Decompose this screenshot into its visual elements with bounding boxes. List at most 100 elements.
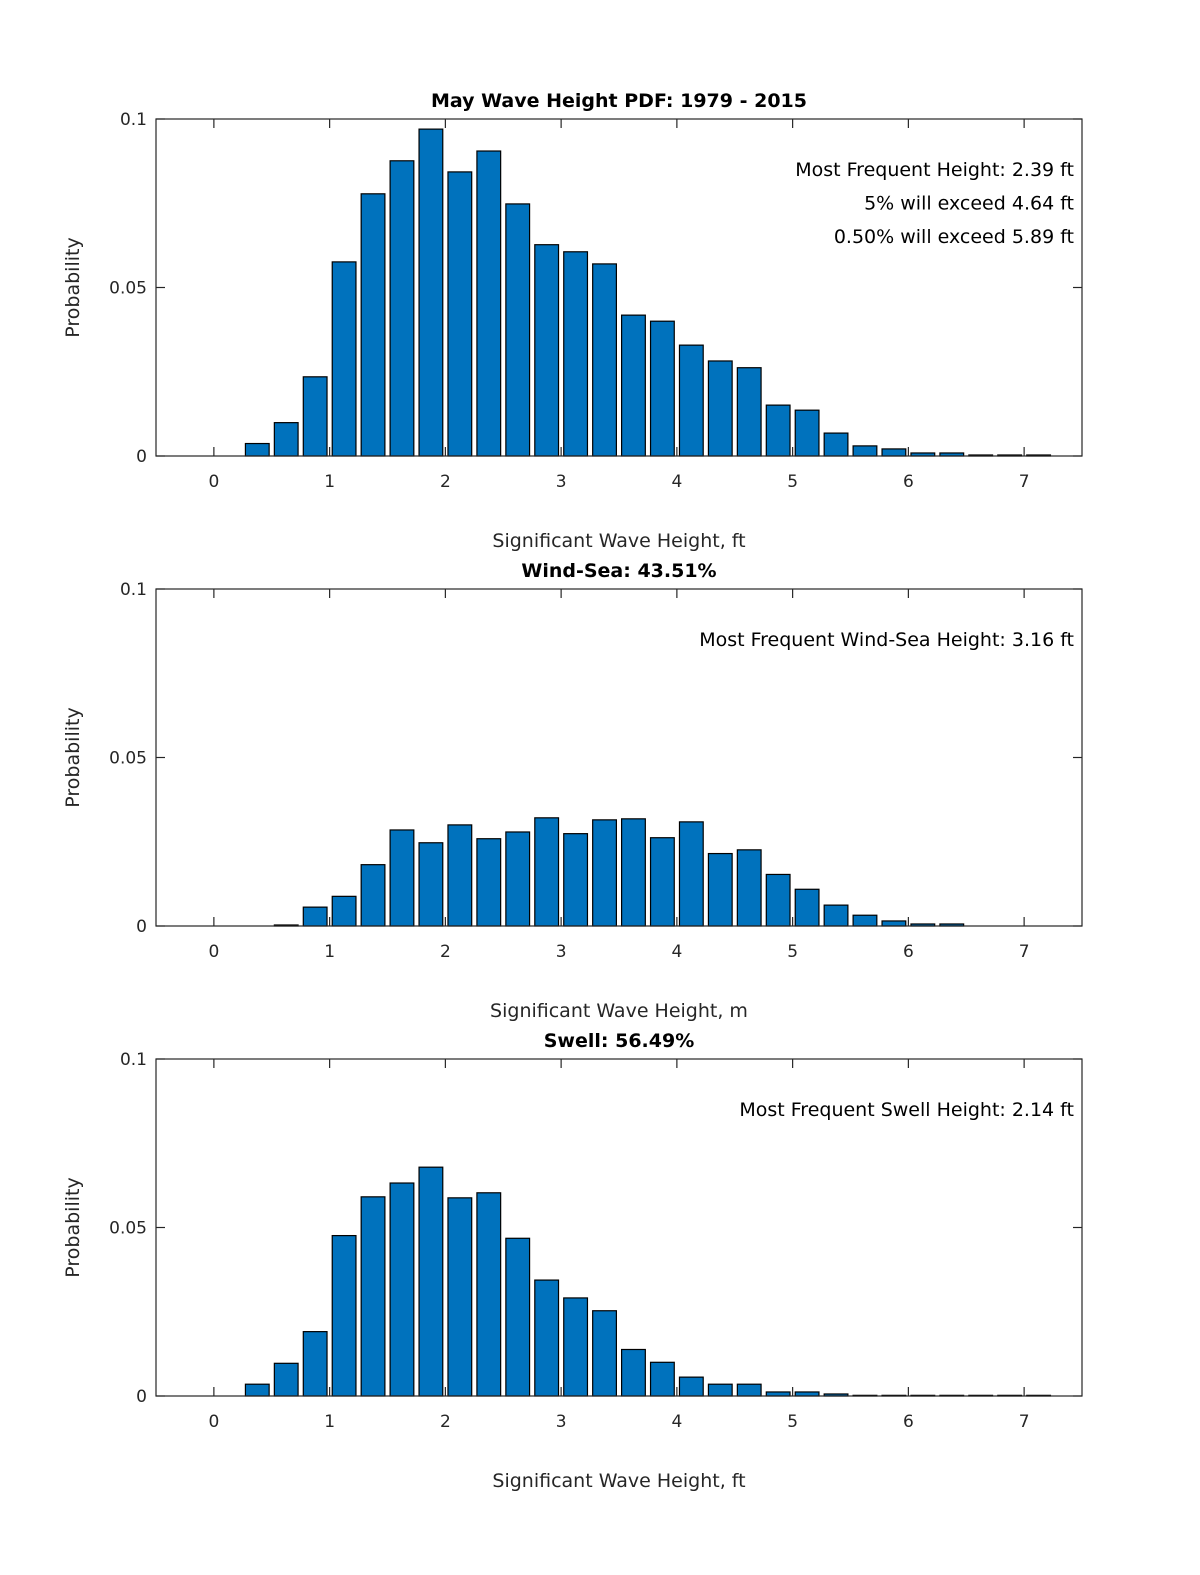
x-tick-label: 0 (208, 1412, 219, 1432)
x-tick-label: 6 (903, 472, 914, 492)
y-tick-label: 0.1 (120, 1050, 147, 1070)
bar (592, 1310, 617, 1397)
bar (707, 1383, 733, 1397)
annotation-text: 0.50% will exceed 5.89 ft (834, 226, 1074, 248)
bar (476, 1192, 502, 1397)
bar (852, 445, 878, 457)
x-axis-label: Significant Wave Height, ft (492, 1470, 745, 1492)
bar (273, 422, 299, 457)
bar (505, 1237, 531, 1397)
bar (765, 873, 791, 927)
x-tick-label: 5 (787, 942, 798, 962)
x-tick-label: 1 (324, 1412, 335, 1432)
bar (736, 367, 762, 457)
bar (302, 376, 328, 457)
bar (302, 1331, 328, 1397)
x-tick-label: 3 (556, 1412, 567, 1432)
bar (273, 1362, 299, 1397)
bar (620, 314, 646, 457)
bar (881, 920, 907, 927)
x-tick-label: 7 (1019, 1412, 1030, 1432)
chart-title: Swell: 56.49% (544, 1030, 695, 1052)
x-tick-label: 4 (671, 1412, 682, 1432)
x-tick-label: 0 (208, 942, 219, 962)
bar (765, 1391, 791, 1397)
x-axis-label: Significant Wave Height, ft (492, 530, 745, 552)
bar (649, 320, 675, 457)
bar (881, 448, 907, 457)
bar (563, 833, 589, 927)
bar (331, 1234, 357, 1397)
y-tick-label: 0 (136, 917, 147, 937)
bar (736, 849, 762, 927)
bar (476, 150, 502, 457)
y-tick-label: 0.1 (120, 110, 147, 130)
bar (852, 914, 878, 927)
annotation-text: Most Frequent Wind-Sea Height: 3.16 ft (699, 629, 1074, 651)
x-tick-label: 6 (903, 942, 914, 962)
bar (592, 819, 617, 927)
x-axis-label: Significant Wave Height, m (490, 1000, 748, 1022)
chart-title: Wind-Sea: 43.51% (521, 560, 716, 582)
bar (534, 817, 560, 927)
bar (360, 864, 386, 927)
bar (302, 906, 328, 927)
x-tick-label: 2 (440, 472, 451, 492)
bar (476, 838, 502, 927)
x-tick-label: 1 (324, 472, 335, 492)
bar (823, 904, 849, 927)
x-tick-label: 3 (556, 942, 567, 962)
bar (418, 128, 444, 457)
y-tick-label: 0.05 (109, 279, 147, 299)
bar (447, 824, 473, 927)
y-tick-label: 0.05 (109, 1219, 147, 1239)
y-axis-label: Probability (62, 1177, 84, 1277)
bar (505, 831, 531, 927)
bar (447, 171, 473, 457)
bar (736, 1383, 762, 1397)
bar (707, 852, 733, 927)
y-tick-label: 0.05 (109, 749, 147, 769)
chart-panel-3: 0 1 2 3 4 5 6 7 0 0.05 0.1 Swell: 56.49% Significant… (62, 1030, 1083, 1492)
x-tick-label: 7 (1019, 472, 1030, 492)
bar (563, 1297, 589, 1397)
bar (331, 261, 357, 457)
bar (678, 821, 704, 927)
bar (794, 1391, 820, 1397)
x-tick-label: 4 (671, 472, 682, 492)
x-tick-label: 2 (440, 942, 451, 962)
x-tick-label: 7 (1019, 942, 1030, 962)
bar (649, 1361, 675, 1397)
bar (794, 409, 820, 457)
x-tick-label: 1 (324, 942, 335, 962)
bar (707, 360, 733, 457)
chart-title: May Wave Height PDF: 1979 - 2015 (431, 90, 807, 112)
bar (592, 263, 617, 457)
bar (389, 160, 415, 457)
annotation-text: Most Frequent Height: 2.39 ft (795, 159, 1074, 181)
bar (244, 1383, 270, 1397)
x-tick-label: 2 (440, 1412, 451, 1432)
bar (418, 1166, 444, 1397)
bar (505, 203, 531, 457)
x-tick-label: 4 (671, 942, 682, 962)
bar (678, 1376, 704, 1397)
bar (447, 1197, 473, 1397)
bar (418, 842, 444, 927)
chart-panel-1: 0 1 2 3 4 5 6 7 0 0.05 0.1 May Wave Height PDF: 197… (62, 90, 1083, 552)
bar (534, 1279, 560, 1397)
bar (331, 895, 357, 927)
chart-panel-2: 0 1 2 3 4 5 6 7 0 0.05 0.1 Wind-Sea: 43.51% Signific… (62, 560, 1083, 1022)
x-tick-label: 5 (787, 1412, 798, 1432)
annotation-text: 5% will exceed 4.64 ft (864, 193, 1074, 215)
annotation-text: Most Frequent Swell Height: 2.14 ft (739, 1099, 1074, 1121)
bar (563, 251, 589, 457)
bar (360, 193, 386, 457)
bar (765, 404, 791, 457)
y-tick-label: 0.1 (120, 580, 147, 600)
bar (244, 442, 270, 457)
y-axis-label: Probability (62, 707, 84, 807)
y-axis-label: Probability (62, 237, 84, 337)
x-tick-label: 5 (787, 472, 798, 492)
